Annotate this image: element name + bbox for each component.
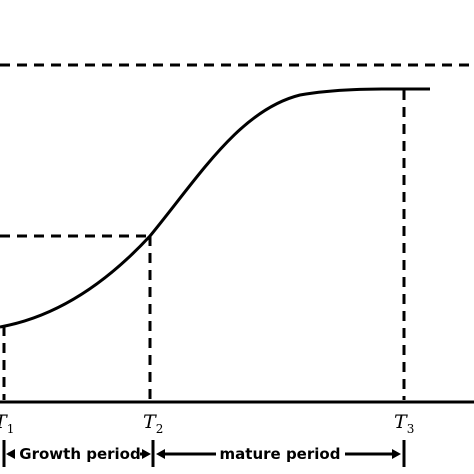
growth-curve <box>0 87 431 329</box>
growth-period-arrow-left-head <box>6 449 15 459</box>
mature-period-arrow-left-head <box>156 449 165 459</box>
tick-label-t2: T2 <box>143 411 163 436</box>
mature-period-label: mature period <box>220 445 341 463</box>
mature-period-arrow-right-head <box>392 449 401 459</box>
growth-period-arrow-right-head <box>142 449 151 459</box>
growth-period-label: Growth period <box>19 445 140 463</box>
tick-label-t3: T3 <box>394 411 414 436</box>
tick-label-t1: T1 <box>0 411 14 436</box>
